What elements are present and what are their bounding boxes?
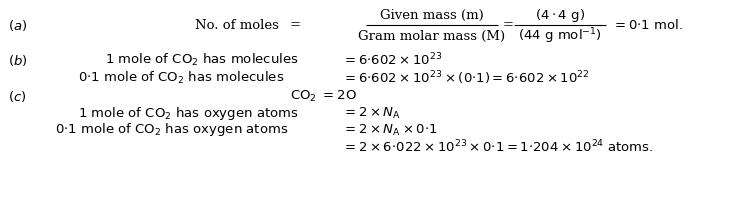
Text: $(4 \cdot 4\ \mathrm{g})$: $(4 \cdot 4\ \mathrm{g})$ — [535, 7, 585, 23]
Text: $(b)$: $(b)$ — [8, 52, 28, 68]
Text: No. of moles: No. of moles — [195, 19, 279, 32]
Text: =: = — [290, 19, 301, 32]
Text: $= 6{\cdot}602 \times 10^{23} \times (0{\cdot}1) = 6{\cdot}602 \times 10^{22}$: $= 6{\cdot}602 \times 10^{23} \times (0{… — [342, 69, 590, 87]
Text: $0{\cdot}1\ \mathrm{mole\ of\ CO_2\ has\ oxygen\ atoms}$: $0{\cdot}1\ \mathrm{mole\ of\ CO_2\ has\… — [55, 122, 288, 138]
Text: $= 2 \times N_\mathrm{A}$: $= 2 \times N_\mathrm{A}$ — [342, 105, 401, 121]
Text: $(a)$: $(a)$ — [8, 18, 27, 33]
Text: $1\ \mathrm{mole\ of\ CO_2\ has\ molecules}$: $1\ \mathrm{mole\ of\ CO_2\ has\ molecul… — [105, 52, 299, 68]
Text: Given mass (m): Given mass (m) — [380, 8, 484, 21]
Text: $(c)$: $(c)$ — [8, 88, 26, 103]
Text: $= 0{\cdot}1\ \mathrm{mol.}$: $= 0{\cdot}1\ \mathrm{mol.}$ — [612, 18, 683, 32]
Text: $= 2 \times 6{\cdot}022 \times 10^{23} \times 0{\cdot}1 = 1{\cdot}204 \times 10^: $= 2 \times 6{\cdot}022 \times 10^{23} \… — [342, 139, 653, 155]
Text: $= 6{\cdot}602 \times 10^{23}$: $= 6{\cdot}602 \times 10^{23}$ — [342, 52, 442, 68]
Text: $\mathrm{CO_2}\ = 2\mathrm{O}$: $\mathrm{CO_2}\ = 2\mathrm{O}$ — [290, 88, 357, 104]
Text: Gram molar mass (M): Gram molar mass (M) — [358, 30, 506, 43]
Text: $(44\ \mathrm{g\ mol}^{-1})$: $(44\ \mathrm{g\ mol}^{-1})$ — [518, 26, 602, 46]
Text: $0{\cdot}1\ \mathrm{mole\ of\ CO_2\ has\ molecules}$: $0{\cdot}1\ \mathrm{mole\ of\ CO_2\ has\… — [78, 70, 284, 86]
Text: =: = — [503, 19, 514, 32]
Text: $= 2 \times N_\mathrm{A} \times 0{\cdot}1$: $= 2 \times N_\mathrm{A} \times 0{\cdot}… — [342, 123, 438, 138]
Text: $1\ \mathrm{mole\ of\ CO_2\ has\ oxygen\ atoms}$: $1\ \mathrm{mole\ of\ CO_2\ has\ oxygen\… — [78, 104, 299, 122]
